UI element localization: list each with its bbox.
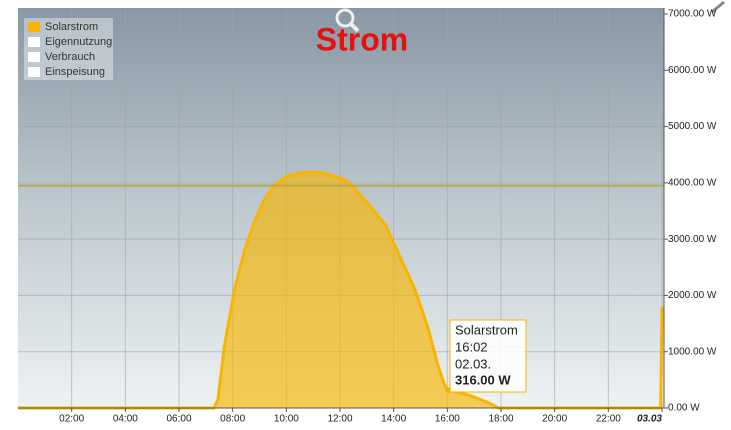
legend-label: Verbrauch bbox=[45, 51, 95, 63]
legend-swatch bbox=[28, 22, 40, 32]
x-tick-label: 08:00 bbox=[220, 414, 245, 425]
area bbox=[18, 172, 662, 408]
y-tick-label: 2000.00 W bbox=[668, 290, 717, 301]
x-tick-label: 20:00 bbox=[542, 414, 567, 425]
x-tick-label: 22:00 bbox=[596, 414, 621, 425]
y-tick-label: 5000.00 W bbox=[668, 121, 717, 132]
y-tick-label: 7000.00 W bbox=[668, 9, 717, 20]
chart-title: Strom bbox=[316, 21, 408, 57]
x-tick-label: 18:00 bbox=[488, 414, 513, 425]
legend-swatch bbox=[28, 67, 40, 77]
tooltip-value: 316.00 W bbox=[455, 372, 511, 387]
legend-label: Eigennutzung bbox=[45, 36, 112, 48]
legend-label: Einspeisung bbox=[45, 66, 105, 78]
x-tick-label: 06:00 bbox=[166, 414, 191, 425]
edit-icon[interactable] bbox=[711, 0, 725, 14]
y-tick-label: 1000.00 W bbox=[668, 346, 717, 357]
x-tick-label: 04:00 bbox=[113, 414, 138, 425]
tooltip: Solarstrom 16:02 02.03. 316.00 W bbox=[449, 319, 527, 393]
legend-swatch bbox=[28, 52, 40, 62]
legend-swatch bbox=[28, 37, 40, 47]
x-tick-label: 16:00 bbox=[435, 414, 460, 425]
zoom-icon[interactable] bbox=[335, 8, 360, 33]
x-tick-label: 03.03 bbox=[637, 414, 662, 425]
x-tick-label: 10:00 bbox=[274, 414, 299, 425]
tooltip-time: 16:02 bbox=[455, 339, 488, 354]
x-tick-label: 02:00 bbox=[59, 414, 84, 425]
y-tick-label: 6000.00 W bbox=[668, 65, 717, 76]
legend-label: Solarstrom bbox=[45, 21, 98, 33]
x-tick-label: 12:00 bbox=[327, 414, 352, 425]
y-tick-label: 3000.00 W bbox=[668, 234, 717, 245]
y-tick-label: 0.00 W bbox=[668, 403, 700, 414]
tooltip-date: 02.03. bbox=[455, 356, 491, 371]
x-tick-label: 14:00 bbox=[381, 414, 406, 425]
tooltip-box bbox=[449, 319, 527, 393]
tooltip-series: Solarstrom bbox=[455, 322, 518, 337]
y-tick-label: 4000.00 W bbox=[668, 177, 717, 188]
